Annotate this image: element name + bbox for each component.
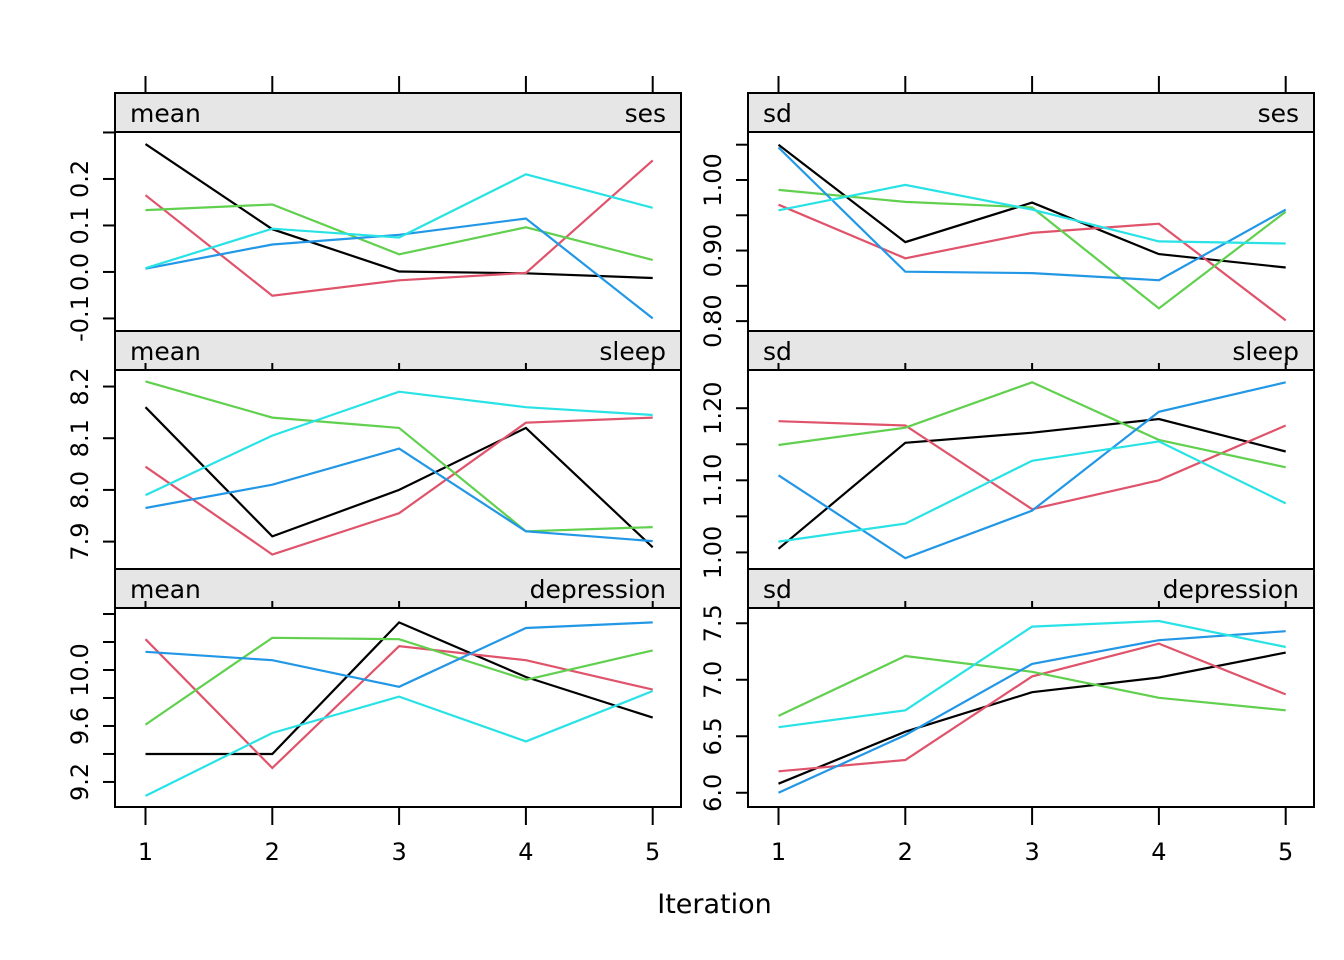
- x-tick-label: 5: [1278, 838, 1293, 866]
- series-group: [777, 381, 1287, 560]
- y-tick-label: 0.2: [66, 160, 94, 198]
- panel-mean-ses: mean ses 0.2 0.1 0.0 -0.1: [66, 76, 682, 342]
- y-tick-label: 7.9: [66, 523, 94, 561]
- x-tick-label: 1: [138, 838, 153, 866]
- series-line-cyan: [778, 440, 1287, 543]
- y-tick-label: 9.2: [66, 763, 94, 801]
- series-line-red: [778, 642, 1287, 773]
- strip-label-left: mean: [130, 575, 201, 604]
- x-tick-label: 5: [645, 838, 660, 866]
- series-line-black: [777, 417, 1286, 550]
- series-line-cyan: [145, 390, 653, 497]
- y-tick-label: 9.6: [66, 707, 94, 745]
- strip-label-left: sd: [763, 99, 792, 128]
- series-group: [144, 143, 654, 320]
- y-tick-label: 0.0: [66, 253, 94, 291]
- x-axis-title: Iteration: [657, 889, 772, 920]
- x-tick-label: 2: [898, 838, 913, 866]
- strip-label-right: depression: [530, 575, 666, 604]
- panel-strip: [114, 92, 682, 133]
- y-tick-label: 1.10: [699, 454, 727, 507]
- strip-label-left: sd: [763, 575, 792, 604]
- x-tick-label: 1: [771, 838, 786, 866]
- series-line-blue: [145, 217, 654, 320]
- series-line-cyan: [145, 173, 653, 270]
- strip-label-left: mean: [130, 337, 201, 366]
- strip-label-left: sd: [763, 337, 792, 366]
- y-tick-label: 7.5: [699, 604, 727, 642]
- series-line-cyan: [778, 183, 1286, 245]
- series-line-green: [145, 203, 653, 261]
- y-tick-label: 0.90: [699, 224, 727, 277]
- y-tick-label: 0.1: [66, 206, 94, 244]
- x-tick-label: 3: [391, 838, 406, 866]
- panel-sd-depression: sd depression 7.5 7.0 6.5 6.0 1 2 3 4 5: [699, 568, 1315, 866]
- y-tick-label: 8.0: [66, 471, 94, 509]
- panel-mean-depression: mean depression 10.0 9.6 9.2 1 2 3 4 5: [66, 568, 682, 866]
- y-tick-label: -0.1: [66, 295, 94, 342]
- y-tick-label: 8.1: [66, 419, 94, 457]
- series-group: [144, 621, 654, 797]
- y-tick-label: 6.5: [699, 717, 727, 755]
- y-tick-label: 10.0: [66, 643, 94, 696]
- series-group: [144, 380, 654, 556]
- series-group: [778, 619, 1287, 794]
- series-line-cyan: [145, 689, 654, 797]
- series-line-black: [777, 143, 1286, 269]
- x-tick-label: 4: [518, 838, 533, 866]
- x-tick-label: 4: [1151, 838, 1166, 866]
- series-line-green: [144, 636, 653, 726]
- series-line-blue: [778, 630, 1286, 794]
- y-tick-label: 1.00: [699, 526, 727, 579]
- series-line-black: [778, 651, 1286, 785]
- panel-sd-sleep: sd sleep 1.20 1.10 1.00: [699, 330, 1315, 579]
- panel-strip: [747, 330, 1315, 371]
- y-tick-label: 1.00: [699, 153, 727, 206]
- panel-strip: [747, 568, 1315, 609]
- series-line-green: [778, 654, 1286, 717]
- series-line-green: [778, 188, 1287, 310]
- panel-border: [747, 607, 1315, 808]
- series-line-green: [778, 381, 1286, 469]
- series-line-blue: [145, 447, 653, 543]
- y-tick-label: 8.2: [66, 367, 94, 405]
- panel-border: [114, 607, 682, 808]
- strip-label-left: mean: [130, 99, 201, 128]
- x-tick-label: 3: [1024, 838, 1039, 866]
- strip-label-right: sleep: [599, 337, 666, 366]
- series-line-red: [144, 416, 653, 556]
- panel-strip: [747, 92, 1315, 133]
- series-line-green: [145, 380, 653, 533]
- series-line-cyan: [778, 619, 1286, 729]
- series-group: [777, 143, 1287, 322]
- panel-strip: [114, 330, 682, 371]
- strip-label-right: depression: [1163, 575, 1299, 604]
- y-tick-label: 1.20: [699, 381, 727, 434]
- panel-sd-ses: sd ses 1.00 0.90 0.80: [699, 76, 1315, 348]
- y-tick-label: 6.0: [699, 774, 727, 812]
- series-line-black: [144, 143, 653, 280]
- y-tick-label: 0.80: [699, 294, 727, 347]
- series-line-blue: [145, 621, 653, 688]
- panel-mean-sleep: mean sleep 8.2 8.1 8.0 7.9: [66, 330, 682, 576]
- series-line-blue: [777, 146, 1287, 282]
- strip-label-right: ses: [625, 99, 666, 128]
- strip-label-right: sleep: [1232, 337, 1299, 366]
- strip-label-right: ses: [1258, 99, 1299, 128]
- y-tick-label: 7.0: [699, 661, 727, 699]
- series-line-red: [144, 159, 654, 297]
- x-tick-label: 2: [265, 838, 280, 866]
